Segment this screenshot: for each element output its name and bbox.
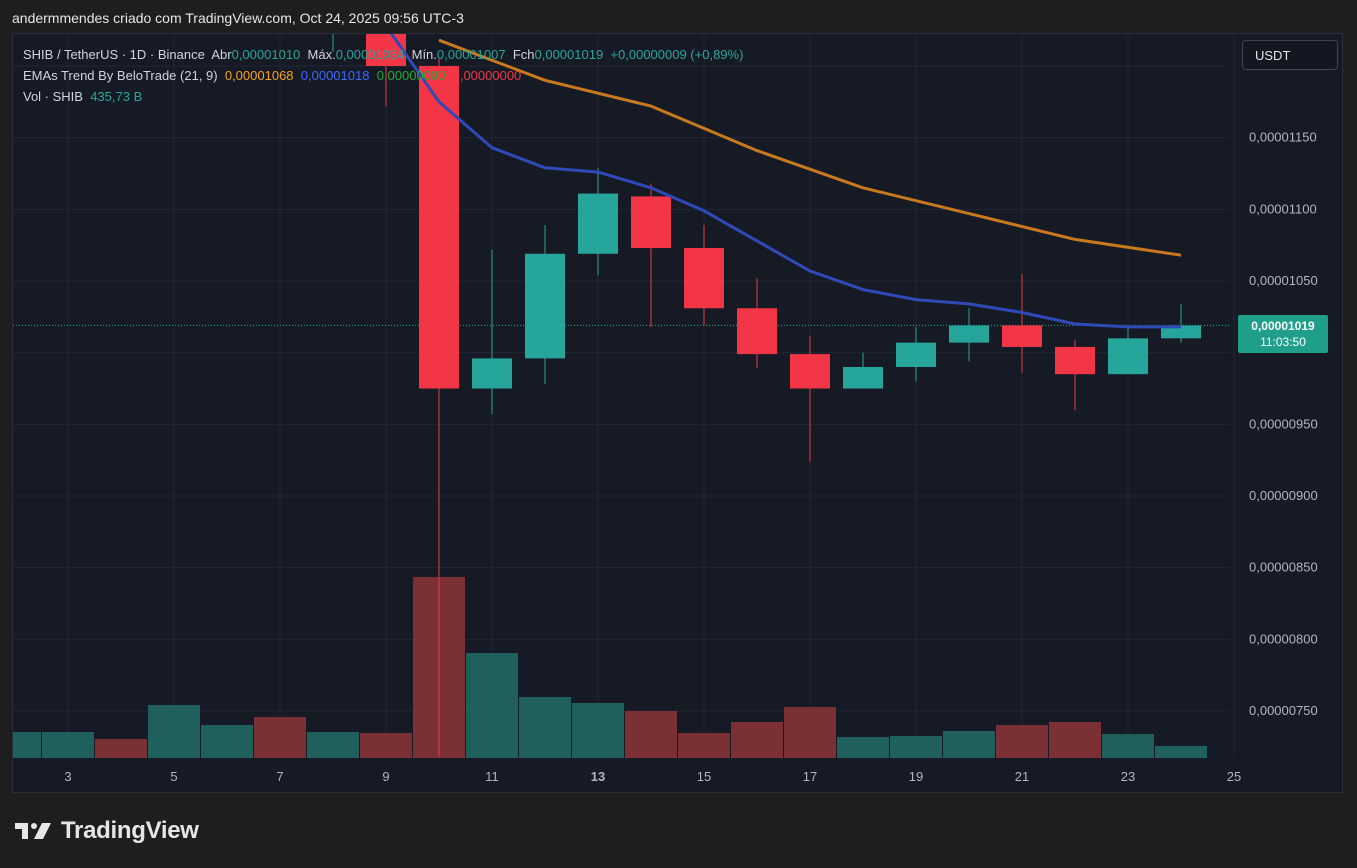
- volume-bar: [625, 711, 677, 758]
- price-axis-label: 0,00000750: [1249, 703, 1318, 718]
- ema-21-value: 0,00001068: [224, 68, 294, 83]
- volume-bar: [13, 732, 41, 758]
- snapshot-caption: andermmendes criado com TradingView.com,…: [12, 10, 464, 26]
- low-label: Mín.: [411, 47, 437, 62]
- time-axis-label: 19: [909, 769, 923, 784]
- time-axis-label: 17: [803, 769, 817, 784]
- high-value: 0,00001034: [335, 47, 405, 62]
- close-label: Fch: [512, 47, 535, 62]
- chart-pane[interactable]: 0,00001150 0,00001100 0,00001050 0,00000950…: [12, 33, 1343, 793]
- price-axis-label: 0,00000950: [1249, 416, 1318, 431]
- tradingview-logo[interactable]: TradingView: [15, 817, 199, 845]
- candle-body: [578, 193, 618, 254]
- currency-label: USDT: [1255, 47, 1291, 63]
- ema-9-value: 0,00001018: [300, 68, 370, 83]
- price-axis-label: 0,00000900: [1249, 488, 1318, 503]
- volume-bar: [95, 739, 147, 758]
- volume-legend-row[interactable]: Vol · SHIB 435,73 B: [23, 86, 743, 107]
- ema-extra-value-2: 0,00000000: [452, 68, 522, 83]
- volume-bar: [42, 732, 94, 758]
- time-axis-label: 15: [697, 769, 711, 784]
- time-axis-label: 5: [170, 769, 177, 784]
- volume-bar: [1049, 722, 1101, 758]
- volume-bar: [943, 731, 995, 758]
- volume-bar: [784, 707, 836, 758]
- volume-bar: [572, 703, 624, 758]
- candle-body: [419, 66, 459, 389]
- time-axis-label: 9: [382, 769, 389, 784]
- price-chart[interactable]: 0,00001150 0,00001100 0,00001050 0,00000950…: [13, 34, 1343, 793]
- chart-grid: [13, 34, 1235, 758]
- ema-legend-row[interactable]: EMAs Trend By BeloTrade (21, 9) 0,000010…: [23, 65, 743, 86]
- volume-bar: [307, 732, 359, 758]
- price-axis-label: 0,00001100: [1249, 201, 1317, 216]
- last-price-value: 0,00001019: [1251, 319, 1315, 333]
- candle-body: [737, 308, 777, 355]
- candle-body: [843, 367, 883, 389]
- candle-body: [1055, 346, 1095, 375]
- candle-body: [472, 358, 512, 389]
- volume-bar: [890, 736, 942, 758]
- time-axis-label: 3: [64, 769, 71, 784]
- price-axis-label: 0,00000800: [1249, 631, 1318, 646]
- time-axis-label: 25: [1227, 769, 1241, 784]
- chart-legend: SHIB / TetherUS · 1D · Binance Abr0,0000…: [23, 44, 743, 107]
- open-value: 0,00001010: [231, 47, 301, 62]
- tradingview-logo-icon: [15, 823, 51, 839]
- time-axis-label: 23: [1121, 769, 1135, 784]
- price-axis-label: 0,00000850: [1249, 560, 1318, 575]
- time-axis-label: 7: [276, 769, 283, 784]
- ema-9-line: [389, 34, 1181, 329]
- price-axis-label: 0,00001050: [1249, 273, 1318, 288]
- ema-indicator-title[interactable]: EMAs Trend By BeloTrade (21, 9): [23, 68, 218, 83]
- high-label: Máx.: [307, 47, 336, 62]
- ema-extra-value-1: 0,00000000: [376, 68, 446, 83]
- volume-bar: [201, 725, 253, 758]
- candle-body: [949, 325, 989, 343]
- symbol-legend-row[interactable]: SHIB / TetherUS · 1D · Binance Abr0,0000…: [23, 44, 743, 65]
- ema-21-line: [438, 38, 1182, 257]
- close-value: 0,00001019: [534, 47, 604, 62]
- volume-bar: [837, 737, 889, 758]
- symbol-title[interactable]: SHIB / TetherUS · 1D · Binance: [23, 47, 205, 62]
- price-axis: 0,00001150 0,00001100 0,00001050 0,00000950…: [1249, 130, 1318, 718]
- time-axis-label: 21: [1015, 769, 1029, 784]
- volume-bar: [1102, 734, 1154, 758]
- volume-bar: [360, 733, 412, 758]
- time-axis: 3 5 7 9 11 13 15 17 19 21 23 25: [64, 769, 1241, 784]
- candle-body: [1002, 325, 1042, 347]
- volume-value: 435,73 B: [90, 89, 143, 104]
- currency-button[interactable]: USDT: [1242, 40, 1338, 70]
- price-axis-label: 0,00001150: [1249, 130, 1317, 145]
- last-price-marker: 0,00001019 11:03:50: [1238, 315, 1328, 353]
- volume-bar: [148, 705, 200, 758]
- candle-body: [684, 248, 724, 309]
- volume-indicator-title[interactable]: Vol · SHIB: [23, 89, 83, 104]
- time-axis-label: 11: [485, 769, 499, 784]
- candle-body: [1108, 338, 1148, 375]
- volume-bar: [731, 722, 783, 758]
- candle-body: [631, 196, 671, 249]
- volume-bar: [519, 697, 571, 758]
- candle-body: [896, 342, 936, 367]
- candle-body: [366, 34, 406, 66]
- volume-bar: [1155, 746, 1207, 758]
- candle-body: [525, 253, 565, 359]
- open-label: Abr: [211, 47, 232, 62]
- volume-bar: [254, 717, 306, 758]
- change-value: +0,00000009 (+0,89%): [610, 47, 744, 62]
- bar-countdown: 11:03:50: [1260, 335, 1306, 349]
- time-axis-label: 13: [591, 769, 605, 784]
- candle-body: [1161, 325, 1201, 339]
- brand-name: TradingView: [61, 817, 199, 844]
- low-value: 0,00001007: [436, 47, 506, 62]
- volume-bar: [996, 725, 1048, 758]
- volume-bar: [466, 653, 518, 758]
- volume-bars: [13, 577, 1207, 758]
- candle-body: [790, 354, 830, 389]
- candlesticks: [332, 34, 1201, 757]
- volume-bar: [678, 733, 730, 758]
